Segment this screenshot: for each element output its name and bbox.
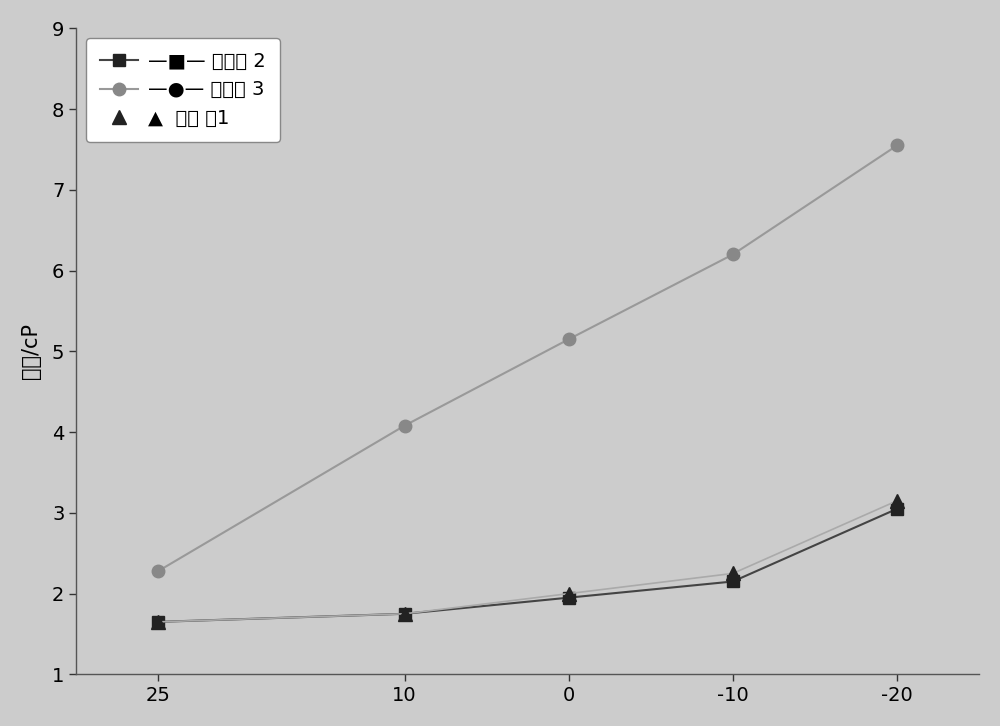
Legend: —■— 对比例 2, —●— 对比例 3, ▲  实施 例1: —■— 对比例 2, —●— 对比例 3, ▲ 实施 例1 bbox=[86, 38, 280, 142]
Y-axis label: 粘度/cP: 粘度/cP bbox=[21, 323, 41, 380]
